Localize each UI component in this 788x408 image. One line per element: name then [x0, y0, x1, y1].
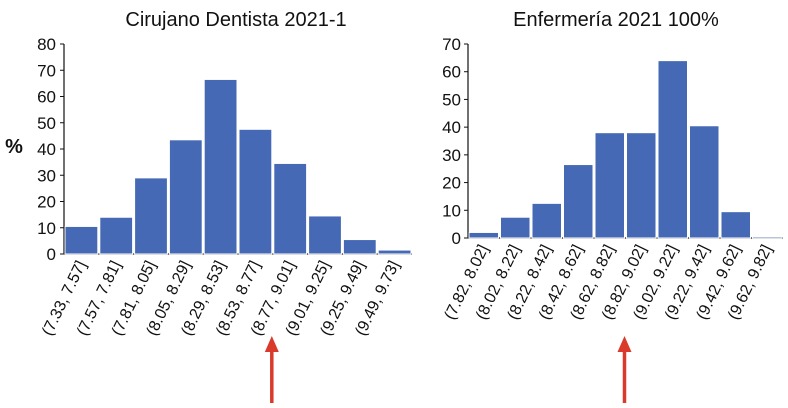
bar — [657, 60, 688, 239]
bar — [752, 236, 783, 239]
y-tick-label: 70 — [442, 35, 461, 54]
marker-arrow — [617, 336, 632, 403]
bar — [168, 139, 203, 255]
y-tick-label: 40 — [37, 140, 56, 159]
chart-cirujano-dentista: Cirujano Dentista 2021-1 % 0 10 20 30 40 50 60… — [5, 9, 412, 403]
y-tick-label: 60 — [37, 88, 56, 107]
marker-arrow — [264, 336, 279, 403]
bar — [500, 216, 531, 239]
bar — [689, 125, 720, 239]
chart-title: Enfermería 2021 100% — [513, 9, 719, 31]
y-tick-label: 10 — [37, 219, 56, 238]
bar — [64, 225, 99, 255]
y-tick-label: 30 — [442, 146, 461, 165]
bar — [203, 78, 238, 255]
y-tick-label: 20 — [442, 174, 461, 193]
y-tick-label: 10 — [442, 201, 461, 220]
chart-enfermeria: Enfermería 2021 100% 010203040506070(7.8… — [442, 9, 783, 403]
bar — [342, 239, 377, 255]
marker-arrow-head — [617, 336, 632, 352]
y-axis-label: % — [5, 136, 23, 158]
bar — [134, 177, 168, 255]
y-tick-label: 60 — [442, 63, 461, 82]
bar — [563, 164, 594, 239]
y-tick-label: 80 — [37, 35, 56, 54]
y-tick-label: 70 — [37, 61, 56, 80]
y-tick-label: 20 — [37, 193, 56, 212]
bar — [238, 128, 273, 255]
y-tick-label: 0 — [47, 245, 56, 264]
bar — [531, 202, 562, 239]
y-tick-label: 30 — [37, 166, 56, 185]
marker-arrow-head — [264, 336, 279, 352]
bar — [720, 211, 751, 239]
bar — [273, 162, 308, 255]
bar — [99, 216, 134, 255]
y-tick-label: 0 — [452, 229, 461, 248]
bar — [468, 231, 499, 239]
y-tick-label: 50 — [442, 90, 461, 109]
bar — [626, 132, 657, 239]
y-tick-label: 50 — [37, 114, 56, 133]
bar — [377, 249, 412, 255]
y-tick-label: 40 — [442, 118, 461, 137]
bar — [594, 132, 625, 239]
bar — [308, 215, 342, 255]
chart-title: Cirujano Dentista 2021-1 — [125, 9, 346, 31]
